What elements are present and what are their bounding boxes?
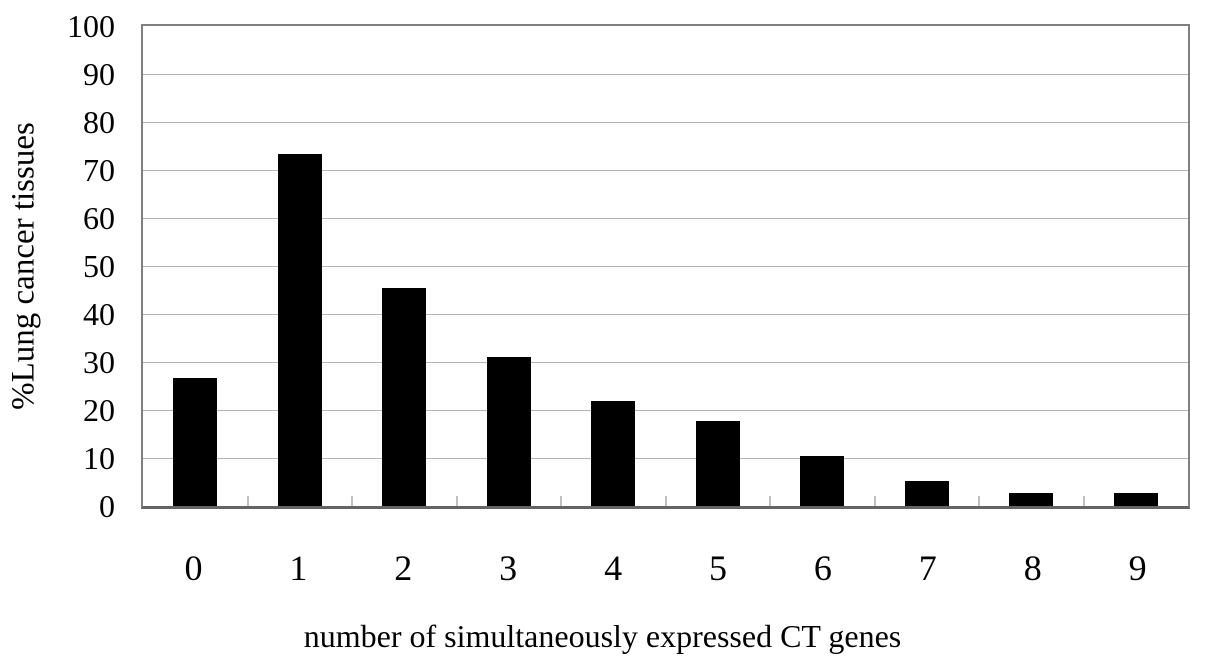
bar-1 [277, 153, 322, 506]
bar-slot-0 [143, 26, 248, 506]
x-tick-label-7: 7 [918, 548, 937, 588]
bar-slot-4 [561, 26, 666, 506]
plot-area [141, 24, 1190, 509]
gridline-90 [143, 73, 1188, 75]
x-tick-label-0: 0 [184, 548, 203, 588]
gridline-80 [143, 121, 1188, 123]
gridline-50 [143, 265, 1188, 267]
x-axis-boundary-tick [560, 496, 562, 506]
bar-9 [1113, 492, 1158, 506]
x-axis-boundary-tick [664, 496, 667, 506]
bar-slot-9 [1084, 26, 1189, 506]
x-axis-boundary-tick [873, 496, 876, 506]
y-tick-label-60: 60 [83, 200, 115, 236]
x-tick-label-3: 3 [499, 548, 518, 588]
gridline-10 [143, 457, 1188, 459]
bar-slot-8 [979, 26, 1084, 506]
y-tick-label-90: 90 [83, 56, 115, 92]
x-tick-label-5: 5 [708, 548, 727, 588]
x-tick-label-1: 1 [289, 548, 308, 588]
y-tick-label-40: 40 [83, 296, 115, 332]
y-axis-tick-labels: 0 10 20 30 40 50 60 70 80 90 100 [0, 9, 115, 523]
bar-6 [800, 455, 845, 506]
bar-5 [695, 420, 740, 506]
bar-slot-3 [457, 26, 562, 506]
x-axis-title: number of simultaneously expressed CT ge… [303, 618, 902, 654]
bar-8 [1009, 492, 1054, 506]
bar-3 [486, 357, 531, 506]
bar-slot-6 [770, 26, 875, 506]
y-tick-label-80: 80 [83, 104, 115, 140]
bar-2 [382, 287, 427, 506]
y-tick-label-10: 10 [83, 440, 115, 476]
x-axis-boundary-tick [351, 496, 353, 506]
plot-inner [143, 26, 1188, 506]
y-tick-label-70: 70 [83, 152, 115, 188]
y-tick-label-50: 50 [83, 248, 115, 284]
gridline-20 [143, 409, 1188, 411]
bar-7 [904, 480, 949, 506]
y-tick-label-30: 30 [83, 344, 115, 380]
x-tick-label-9: 9 [1128, 548, 1147, 588]
gridline-30 [143, 361, 1188, 363]
x-tick-label-6: 6 [813, 548, 832, 588]
x-axis-boundary-tick [455, 496, 458, 506]
bar-4 [591, 400, 636, 506]
bar-slot-2 [352, 26, 457, 506]
y-tick-label-20: 20 [83, 392, 115, 428]
gridline-60 [143, 217, 1188, 219]
bar-slot-1 [248, 26, 353, 506]
x-axis-boundary-tick [1082, 496, 1085, 506]
bar-slot-5 [666, 26, 771, 506]
x-axis-boundary-tick [978, 496, 980, 506]
x-tick-label-4: 4 [604, 548, 623, 588]
x-tick-label-2: 2 [394, 548, 413, 588]
x-axis-tick-labels: 0 1 2 3 4 5 6 7 8 9 [141, 546, 1190, 590]
bar-0 [173, 378, 218, 506]
x-axis-boundary-tick [769, 496, 771, 506]
x-axis-boundary-tick [246, 496, 249, 506]
x-tick-label-8: 8 [1023, 548, 1042, 588]
gridline-70 [143, 169, 1188, 171]
gridline-40 [143, 313, 1188, 315]
bar-slot-7 [875, 26, 980, 506]
y-tick-label-100: 100 [67, 8, 115, 44]
y-tick-label-0: 0 [99, 488, 115, 524]
